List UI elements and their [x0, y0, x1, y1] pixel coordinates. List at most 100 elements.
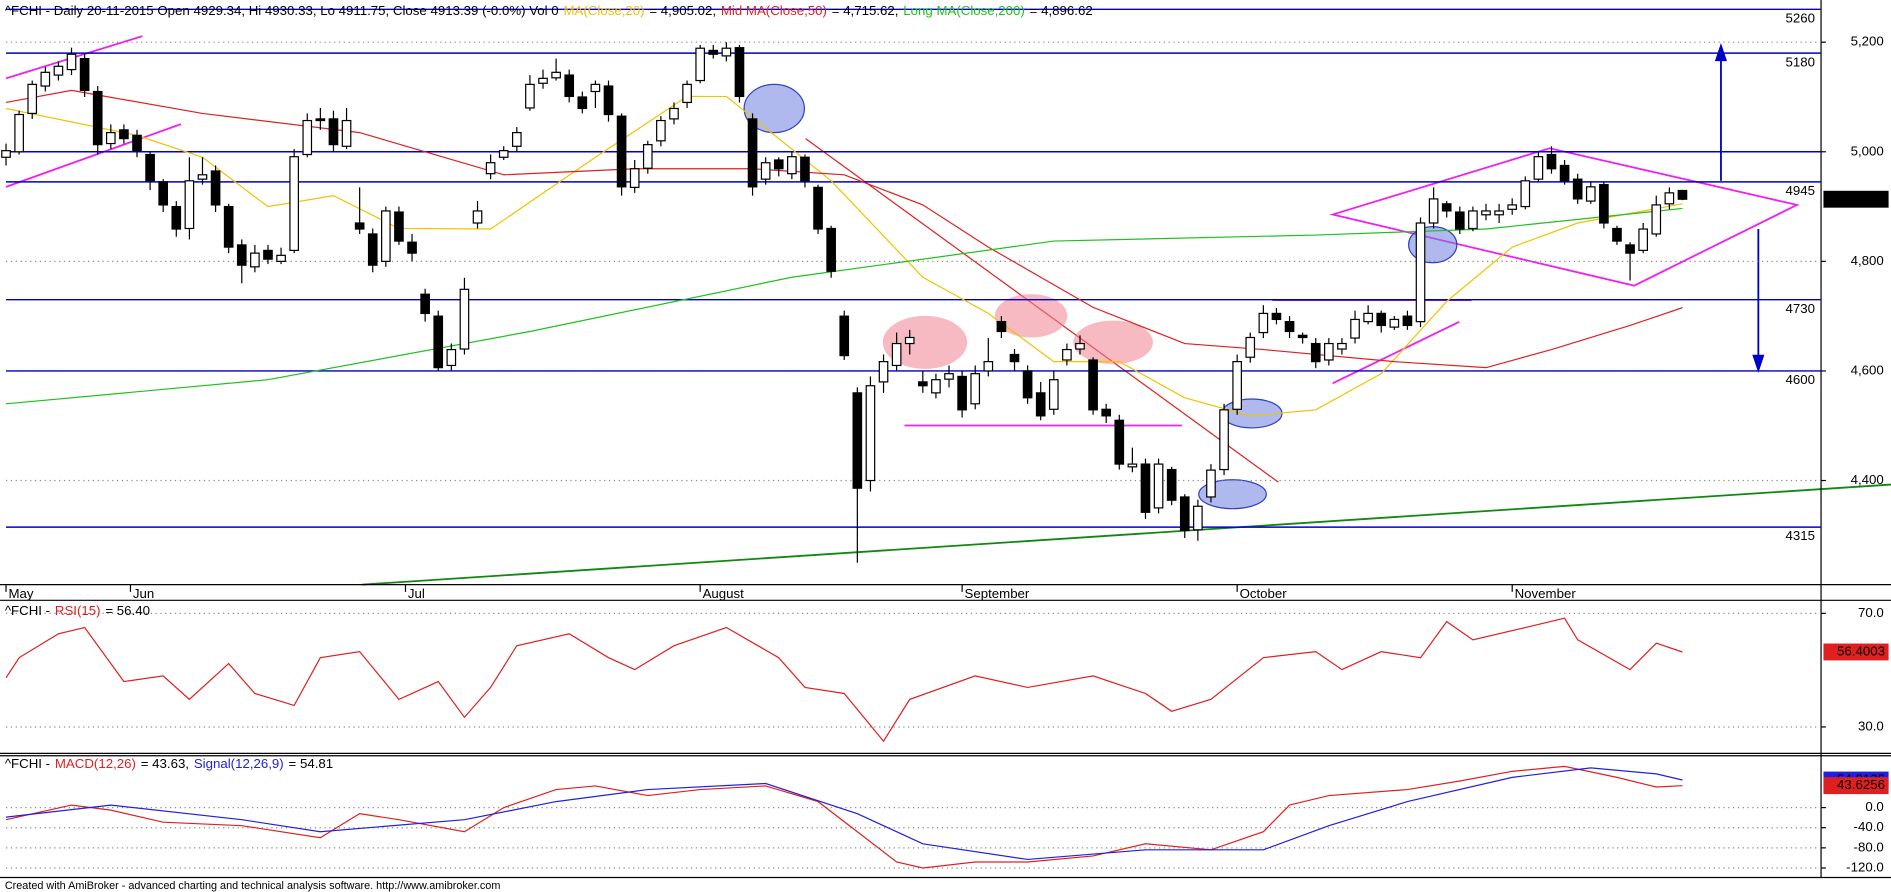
- candle-body: [1271, 312, 1282, 321]
- candle-body: [1297, 334, 1308, 339]
- legend-value: = 4,896.62: [1030, 2, 1093, 17]
- candle-body: [944, 373, 954, 380]
- candle-body: [1428, 198, 1439, 224]
- annotations: [5, 35, 1891, 586]
- candle-body: [184, 180, 195, 230]
- legend-value: = 54.81: [289, 756, 334, 771]
- channel-line: [5, 123, 182, 188]
- candle-body: [1350, 318, 1360, 339]
- candle-body: [433, 315, 444, 369]
- candle-body: [485, 162, 496, 175]
- candle-body: [459, 288, 470, 350]
- candle-body: [669, 107, 679, 120]
- candle-body: [511, 131, 522, 147]
- candle-body: [498, 150, 509, 158]
- candle-body: [1127, 463, 1138, 468]
- legend-value: = 4,905.02,: [649, 2, 716, 17]
- candle-body: [1245, 336, 1256, 358]
- level-label: 4945: [1786, 183, 1815, 198]
- y-tick-label: 30.0: [1858, 718, 1884, 733]
- y-tick-label: 70.0: [1858, 605, 1884, 620]
- candle-body: [27, 83, 38, 115]
- candle-body: [1625, 244, 1635, 254]
- value-tag-label: 43.6256: [1837, 777, 1885, 792]
- pane-title: ^FCHI - RSI(15) = 56.40: [5, 603, 150, 618]
- candle-body: [14, 113, 24, 153]
- candle-body: [394, 211, 404, 242]
- candle-body: [315, 118, 326, 122]
- indicator-line: [5, 95, 1683, 417]
- candle-body: [1219, 409, 1229, 471]
- candle-body: [852, 392, 863, 489]
- candle-body: [171, 205, 182, 230]
- value-tag: [1823, 777, 1889, 795]
- candle-body: [878, 361, 889, 383]
- candle-body: [1612, 227, 1622, 242]
- candle-body: [1179, 496, 1190, 531]
- candle-body: [1677, 189, 1688, 200]
- value-tag: [1823, 190, 1889, 208]
- candle-body: [1153, 463, 1164, 509]
- highlight-ellipse: [994, 294, 1068, 338]
- candle-body: [1585, 186, 1596, 202]
- highlight-ellipse: [882, 315, 968, 369]
- indicator-line: [5, 207, 1683, 405]
- candle-body: [1101, 408, 1112, 417]
- title-prefix: ^FCHI -: [5, 603, 50, 618]
- candle-body: [105, 131, 116, 145]
- candle-body: [1533, 156, 1544, 180]
- y-tick-label: -120.0: [1846, 859, 1884, 874]
- level-label: 5180: [1786, 54, 1815, 69]
- candle-body: [354, 222, 365, 230]
- title-prefix: ^FCHI - Daily 20-11-2015 Open 4929.34, H…: [5, 2, 559, 17]
- candle-body: [53, 65, 64, 76]
- candle-body: [970, 373, 981, 405]
- candle-body: [1088, 359, 1098, 411]
- indicator-line: [5, 767, 1683, 861]
- candle-body: [1376, 312, 1387, 327]
- legend-value: = 43.63,: [141, 756, 189, 771]
- candle-body: [642, 144, 653, 169]
- candle-body: [1546, 153, 1557, 170]
- legend-name: MA(Close,20): [564, 2, 645, 17]
- diamond-pattern: [1329, 147, 1800, 287]
- legend-name: Long MA(Close,200): [903, 2, 1025, 17]
- candle-body: [996, 321, 1007, 333]
- candle-body: [367, 233, 378, 266]
- candle-body: [551, 71, 561, 79]
- candle-body: [328, 118, 339, 146]
- candle-body: [1638, 228, 1648, 251]
- candle-body: [263, 249, 273, 260]
- x-tick-label: October: [1240, 586, 1288, 601]
- y-tick-label: -40.0: [1854, 819, 1884, 834]
- y-tick-label: 5,200: [1851, 34, 1884, 49]
- candle-body: [1599, 184, 1609, 224]
- highlight-ellipse: [1073, 320, 1153, 365]
- title-prefix: ^FCHI -: [5, 756, 50, 771]
- candle-body: [381, 210, 391, 262]
- candle-body: [734, 47, 745, 98]
- candle-body: [1415, 222, 1426, 323]
- candle-body: [590, 83, 601, 93]
- x-tick-label: Jul: [408, 586, 425, 601]
- level-label: 4730: [1786, 301, 1815, 316]
- candle-body: [1232, 361, 1242, 410]
- y-tick-label: 4,400: [1851, 472, 1884, 487]
- level-label: 4315: [1786, 528, 1815, 543]
- x-tick-label: May: [8, 586, 33, 601]
- candle-body: [1363, 312, 1373, 323]
- candle-body: [446, 348, 457, 367]
- candle-body: [603, 85, 614, 116]
- candle-body: [826, 227, 836, 272]
- candle-body: [891, 342, 902, 367]
- candle-body: [1206, 469, 1216, 498]
- candle-body: [341, 119, 352, 147]
- candle-body: [813, 186, 823, 230]
- indicator-line: [5, 765, 1683, 869]
- candle-body: [1494, 210, 1504, 216]
- candle-body: [145, 153, 155, 182]
- legend-value: = 4,715.62,: [832, 2, 899, 17]
- level-label: 5260: [1786, 10, 1815, 25]
- candle-body: [302, 119, 313, 156]
